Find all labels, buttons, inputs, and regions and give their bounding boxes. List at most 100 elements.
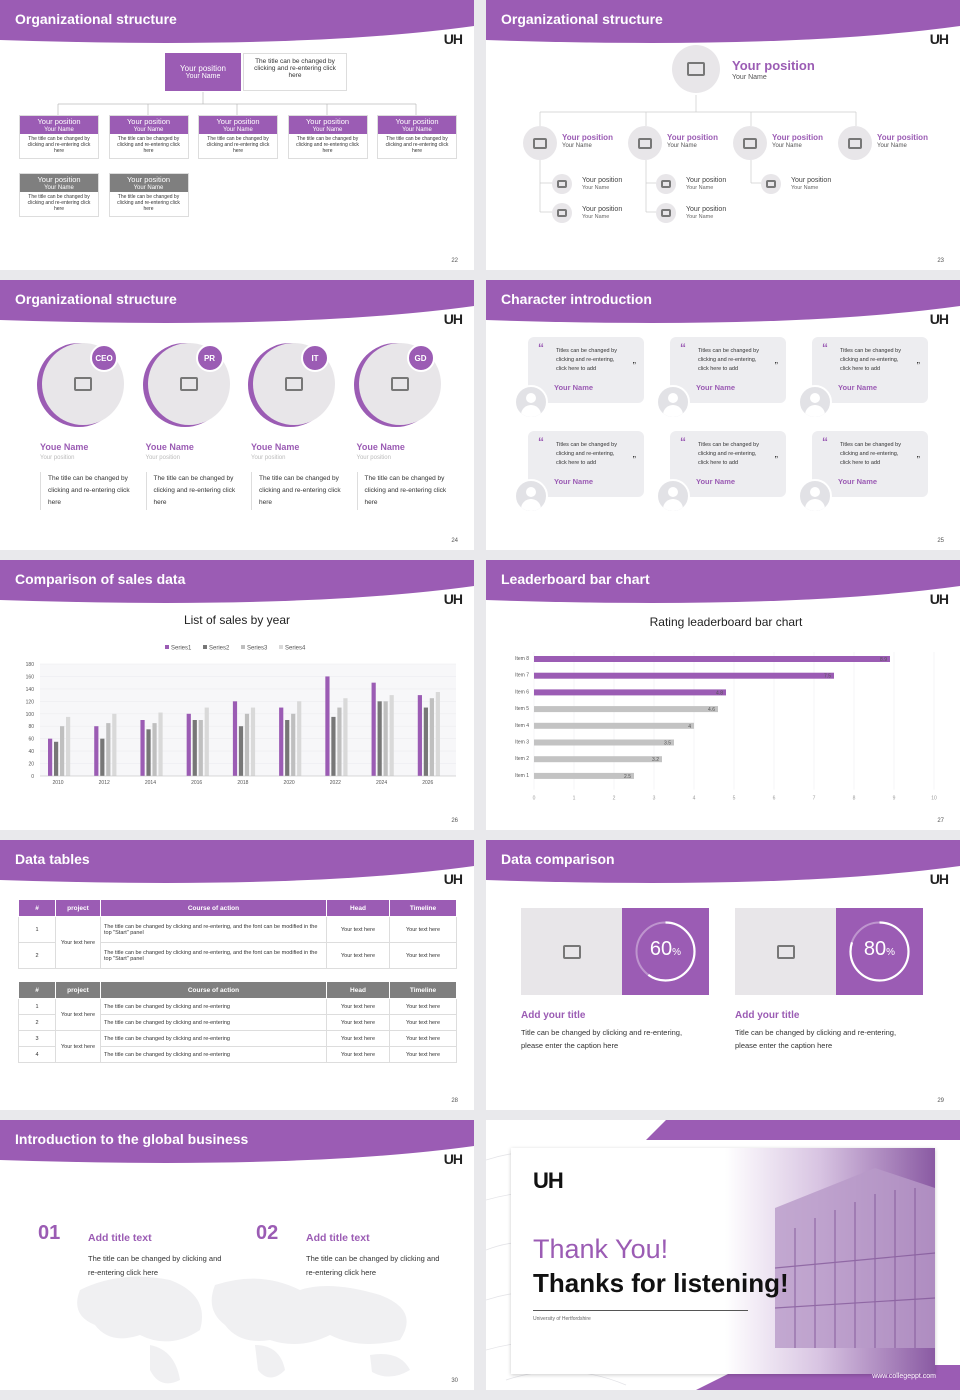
quote-text: Titles can be changed by clicking and re… [556, 442, 617, 466]
table-header-row: # project Course of action Head Timeline [18, 899, 457, 917]
item-title: Add your title [735, 1010, 800, 1021]
page-number: 28 [451, 1098, 458, 1104]
logo: UH [929, 591, 949, 607]
position-box: Your position Your Name The title can be c… [198, 115, 278, 159]
chart-title: List of sales by year [183, 613, 291, 627]
bar [244, 713, 250, 776]
bar [423, 707, 428, 776]
position-box: Your position Your Name The title can be c… [287, 115, 368, 159]
slide-header [486, 560, 960, 604]
y-tick-label: 100 [26, 712, 35, 718]
org-connectors [57, 92, 417, 115]
quote-card: “ Titles can be changed by clicking and r… [670, 431, 786, 497]
bar [112, 713, 117, 776]
slide-title: Organizational structure [501, 11, 663, 27]
project-cell: Your text here [55, 916, 101, 969]
bar [198, 720, 203, 776]
slide-31: UH Thank You! Thanks for listening! Univ… [486, 1120, 960, 1390]
close-quote-icon: ” [632, 361, 636, 372]
action-cell: The title can be changed by clicking and… [100, 916, 327, 943]
sales-bar-chart: Series1 Series2 Series3 Series4 0 20 40 60 80 100… [26, 645, 456, 786]
x-tick-label: 2012 [99, 780, 110, 786]
position-box: Your position Your Name The title can be c… [19, 115, 99, 159]
name-label: Your Name [402, 127, 432, 133]
role-badge: PR [195, 344, 224, 372]
open-quote-icon: “ [538, 341, 544, 355]
name-label: Your Name [686, 185, 714, 191]
row-number: 2 [18, 942, 56, 969]
bar [279, 707, 284, 776]
image-icon [557, 209, 567, 217]
x-tick-label: 9 [893, 796, 896, 802]
position-box: Your position Your Name The title can be c… [108, 115, 189, 159]
action-cell: The title can be changed by clicking and… [100, 942, 327, 969]
person-position: Your position [40, 455, 75, 461]
bar [429, 698, 434, 776]
legend-label: Series3 [247, 646, 268, 652]
y-tick-label: Item 2 [515, 756, 529, 762]
slide-title: Character introduction [501, 291, 652, 307]
percent-label: 60% [622, 938, 709, 961]
x-tick-label: 2 [613, 796, 616, 802]
world-map-background [77, 1276, 410, 1384]
position-label: Your position [126, 175, 171, 184]
quote-card: “ Titles can be changed by clicking and r… [812, 337, 928, 403]
slide-header [0, 840, 474, 884]
x-tick-label: 8 [853, 796, 856, 802]
x-tick-label: 3 [653, 796, 656, 802]
percent-panel: 80% [836, 908, 923, 995]
chart-title: Rating leaderboard bar chart [649, 615, 803, 629]
slide-25: Character introduction UH “ Titles can be… [486, 280, 960, 550]
bar [534, 689, 726, 696]
bar [285, 720, 290, 776]
table-row: 4 The title can be changed by clicking an… [18, 1046, 457, 1063]
bar [48, 738, 53, 776]
data-label: 3.2 [652, 757, 659, 763]
bar [158, 712, 163, 776]
slide-title: Data tables [15, 851, 90, 867]
column-header: project [55, 899, 101, 917]
timeline-cell: Your text here [389, 998, 457, 1015]
data-label: 4.6 [708, 707, 715, 713]
table-row: 1 Your text here The title can be changed … [18, 998, 457, 1031]
bar [534, 772, 634, 779]
head-cell: Your text here [326, 1014, 390, 1031]
bar [146, 729, 151, 776]
x-tick-label: 2018 [237, 780, 248, 786]
percent-value: 80 [863, 938, 887, 960]
image-placeholder [735, 908, 836, 995]
image-icon [638, 137, 652, 149]
bar [100, 738, 105, 776]
person-card: PR [142, 343, 230, 429]
position-label: Your position [395, 117, 439, 126]
slide-header [486, 280, 960, 324]
open-quote-icon: “ [680, 341, 686, 355]
image-icon [687, 62, 705, 76]
x-tick-label: 2010 [52, 780, 63, 786]
avatar-icon [798, 385, 832, 419]
slide-header [0, 280, 474, 324]
position-label: Your position [772, 133, 823, 142]
role-badge: CEO [90, 344, 118, 372]
slide-title: Data comparison [501, 851, 615, 867]
logo: UH [929, 31, 949, 47]
slide-23: Organizational structure UH Your positio… [486, 0, 960, 270]
progress-ring [635, 921, 696, 982]
slide-header [486, 840, 960, 884]
quote-text: Titles can be changed by clicking and re… [840, 348, 901, 372]
item-desc: The title can be changed by clicking and… [88, 1254, 222, 1277]
bar [66, 716, 71, 776]
page-number: 26 [451, 818, 458, 824]
y-tick-label: Item 1 [515, 773, 529, 779]
legend-swatch [165, 645, 169, 649]
top-avatar-placeholder [672, 45, 720, 93]
position-label: Your position [791, 177, 832, 184]
x-tick-label: 0 [533, 796, 536, 802]
bar [435, 692, 440, 776]
quote-name: Your Name [554, 383, 594, 392]
desc-text: The title can be changed by clicking and… [296, 136, 359, 154]
quote-name: Your Name [696, 383, 736, 392]
bar [297, 701, 302, 776]
table-row: 1 Your text here The title can be changed … [18, 916, 457, 969]
org-connectors [539, 95, 857, 213]
